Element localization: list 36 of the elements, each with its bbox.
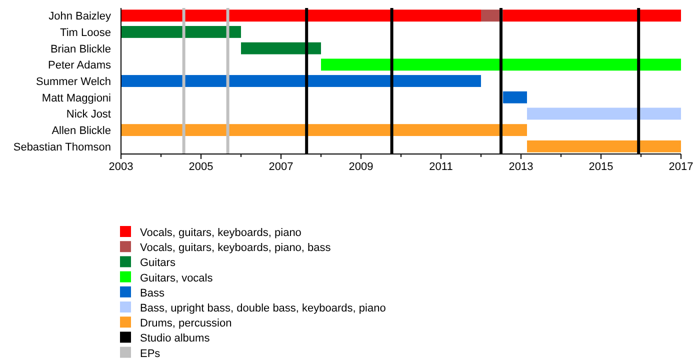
y-tick-label: Allen Blickle <box>52 125 111 138</box>
bar <box>503 10 681 22</box>
bar <box>121 124 527 136</box>
legend-label: Bass <box>140 287 165 300</box>
bar <box>241 42 321 54</box>
y-tick-label: John Baizley <box>48 10 112 23</box>
legend-label: Studio albums <box>140 332 210 345</box>
x-tick-label: 2005 <box>188 161 214 173</box>
legend-label: EPs <box>140 348 161 360</box>
bar <box>527 140 681 152</box>
x-tick-label: 2011 <box>429 161 453 173</box>
x-tick-label: 2015 <box>588 161 614 173</box>
x-tick-label: 2007 <box>268 161 294 173</box>
bar <box>321 58 681 71</box>
bar <box>527 108 681 120</box>
y-tick-label: Nick Jost <box>66 108 111 121</box>
y-tick-label: Peter Adams <box>48 60 112 72</box>
legend-label: Drums, percussion <box>140 318 232 330</box>
x-tick-label: 2003 <box>108 161 134 173</box>
y-tick-label: Tim Loose <box>60 26 111 39</box>
y-tick-label: Summer Welch <box>36 76 111 88</box>
bar <box>121 10 481 22</box>
y-tick-label: Matt Maggioni <box>42 92 111 104</box>
bar <box>121 26 241 38</box>
legend-label: Vocals, guitars, keyboards, piano, bass <box>140 242 332 254</box>
y-tick-label: Sebastian Thomson <box>13 141 111 154</box>
x-tick-label: 2013 <box>508 161 534 173</box>
legend-label: Guitars <box>140 257 176 270</box>
bar <box>503 91 527 104</box>
x-tick-label: 2009 <box>348 161 374 173</box>
x-tick-label: 2017 <box>668 161 694 173</box>
y-tick-label: Brian Blickle <box>50 43 111 56</box>
bar <box>121 75 481 87</box>
legend-label: Bass, upright bass, double bass, keyboards, piano <box>140 302 386 314</box>
legend-label: Guitars, vocals <box>140 272 214 284</box>
legend-label: Vocals, guitars, keyboards, piano <box>140 227 302 239</box>
